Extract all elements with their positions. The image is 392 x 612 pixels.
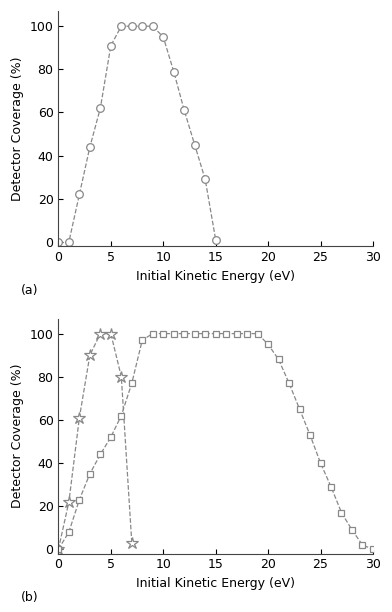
Y-axis label: Detector Coverage (%): Detector Coverage (%) bbox=[11, 56, 24, 201]
X-axis label: Initial Kinetic Energy (eV): Initial Kinetic Energy (eV) bbox=[136, 270, 295, 283]
Text: (b): (b) bbox=[21, 591, 38, 604]
X-axis label: Initial Kinetic Energy (eV): Initial Kinetic Energy (eV) bbox=[136, 577, 295, 590]
Y-axis label: Detector Coverage (%): Detector Coverage (%) bbox=[11, 364, 24, 509]
Text: (a): (a) bbox=[21, 284, 38, 297]
